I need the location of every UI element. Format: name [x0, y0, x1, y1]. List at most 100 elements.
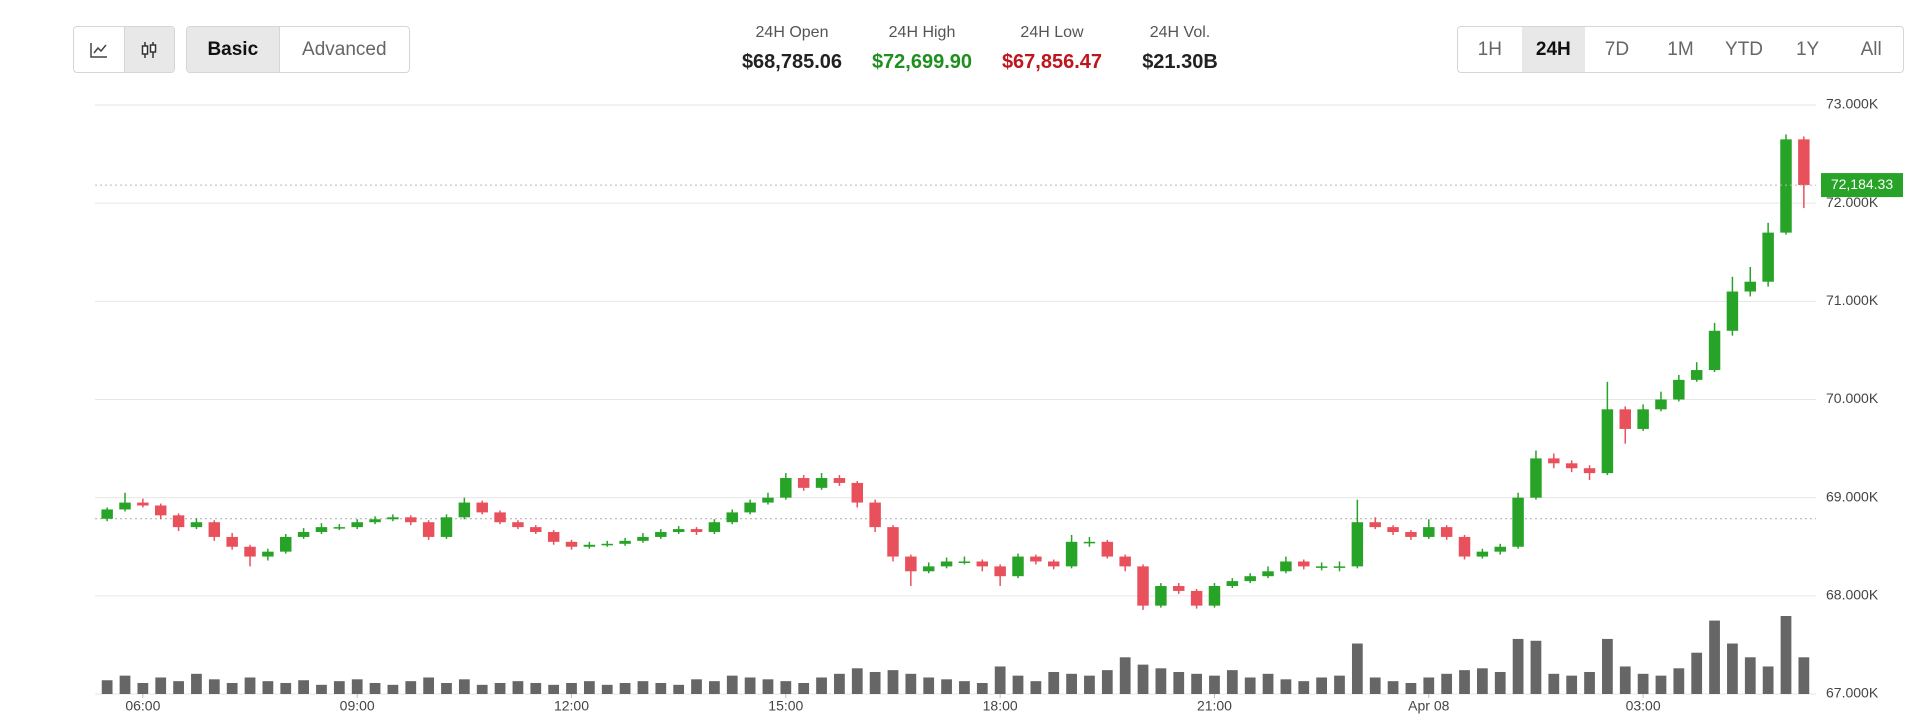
candle-body	[851, 482, 864, 503]
candle-body	[726, 512, 738, 523]
volume-bar	[1673, 668, 1685, 694]
stat-value: $68,785.06	[741, 51, 843, 73]
candle-body	[1708, 330, 1721, 371]
volume-bar	[244, 677, 256, 694]
line-chart-button[interactable]	[74, 27, 124, 72]
volume-bar	[959, 681, 970, 694]
y-tick-label: 67.000K	[1826, 685, 1879, 701]
volume-bar	[691, 679, 702, 694]
x-tick-label: 15:00	[768, 698, 803, 714]
candle-body	[1137, 566, 1149, 606]
candle-body	[1565, 463, 1578, 469]
volume-bar	[655, 682, 667, 694]
range-tab[interactable]: 1M	[1667, 38, 1694, 60]
volume-bar	[1476, 668, 1488, 694]
candle-body	[815, 478, 828, 488]
volume-bar	[1084, 675, 1095, 694]
stat-label: 24H Open	[755, 24, 829, 41]
candle-body	[905, 556, 917, 572]
candle-body	[780, 478, 792, 498]
volume-bar	[744, 677, 756, 694]
range-tab[interactable]: 7D	[1604, 38, 1630, 60]
y-tick-label: 69.000K	[1826, 488, 1879, 504]
candle-body	[1226, 581, 1239, 587]
candle-body	[1440, 527, 1453, 537]
candle-body	[208, 522, 221, 537]
candle-body	[1065, 541, 1078, 567]
volume-bar	[298, 680, 309, 694]
candle-body	[1101, 541, 1114, 557]
candle-body	[1476, 551, 1489, 557]
mode-tab[interactable]: Basic	[187, 27, 279, 72]
candle-body	[869, 502, 881, 528]
mode-tab-group: Basic Advanced	[186, 26, 410, 73]
y-tick-label: 73.000K	[1826, 96, 1879, 112]
volume-bar	[1423, 677, 1435, 694]
volume-bar	[619, 682, 631, 694]
candle-body	[262, 551, 274, 557]
candle-body	[387, 517, 399, 520]
candle-body	[315, 527, 328, 533]
volume-bar	[1691, 652, 1703, 694]
candle-body	[601, 543, 613, 546]
candlestick-chart-button[interactable]	[123, 27, 174, 72]
volume-bar	[1530, 640, 1542, 694]
candle-body	[190, 522, 203, 528]
candle-body	[1333, 566, 1346, 568]
candle-body	[976, 561, 989, 567]
last-price-tag	[1821, 173, 1903, 198]
mode-tab[interactable]: Advanced	[278, 27, 409, 72]
volume-bar	[1191, 673, 1202, 694]
volume-bar	[673, 684, 685, 694]
volume-bar	[137, 682, 149, 694]
candle-body	[1012, 556, 1024, 577]
volume-bar	[262, 681, 274, 694]
candle-body	[422, 522, 435, 537]
candle-body	[655, 532, 667, 537]
candle-body	[1423, 527, 1435, 537]
range-tab[interactable]: YTD	[1725, 38, 1764, 60]
volume-bar	[1798, 657, 1810, 694]
volume-bar	[583, 681, 595, 694]
candle-body	[137, 502, 149, 506]
volume-bar	[816, 677, 827, 694]
volume-bar	[1048, 671, 1060, 694]
volume-bar	[1369, 677, 1381, 694]
volume-bar	[1066, 673, 1077, 694]
candle-body	[1762, 232, 1774, 282]
chart-type-group	[73, 26, 175, 73]
candle-body	[744, 502, 756, 513]
volume-bar	[941, 679, 952, 694]
range-tab[interactable]: 24H	[1521, 27, 1586, 72]
candle-body	[333, 527, 346, 529]
volume-bar	[834, 673, 845, 694]
candle-body	[1190, 590, 1203, 606]
candle-body	[1690, 370, 1703, 380]
volume-bar	[1459, 670, 1470, 694]
candle-body	[1262, 571, 1274, 577]
volume-bar	[851, 668, 863, 694]
volume-bar	[1137, 664, 1149, 694]
range-tab[interactable]: All	[1860, 38, 1882, 60]
stat-value: $21.30B	[1142, 51, 1218, 73]
range-tab[interactable]: 1H	[1477, 38, 1502, 60]
volume-bar	[1762, 666, 1774, 694]
volume-bar	[1619, 666, 1631, 694]
candle-body	[1780, 139, 1792, 233]
x-tick-label: 09:00	[340, 698, 375, 714]
volume-bar	[1441, 673, 1453, 694]
candle-body	[1155, 586, 1167, 606]
candle-body	[369, 519, 381, 523]
line-icon	[90, 42, 107, 58]
candle-body	[1244, 576, 1256, 582]
candle-body	[1030, 556, 1042, 562]
volume-bar	[548, 684, 560, 694]
volume-bar	[1727, 643, 1738, 694]
candle-body	[244, 546, 256, 557]
candle-body	[922, 566, 935, 572]
candle-body	[405, 517, 417, 523]
range-tab[interactable]: 1Y	[1795, 38, 1820, 60]
candle-body	[476, 502, 488, 513]
volume-bar	[1637, 673, 1649, 694]
volume-bar	[762, 679, 774, 694]
